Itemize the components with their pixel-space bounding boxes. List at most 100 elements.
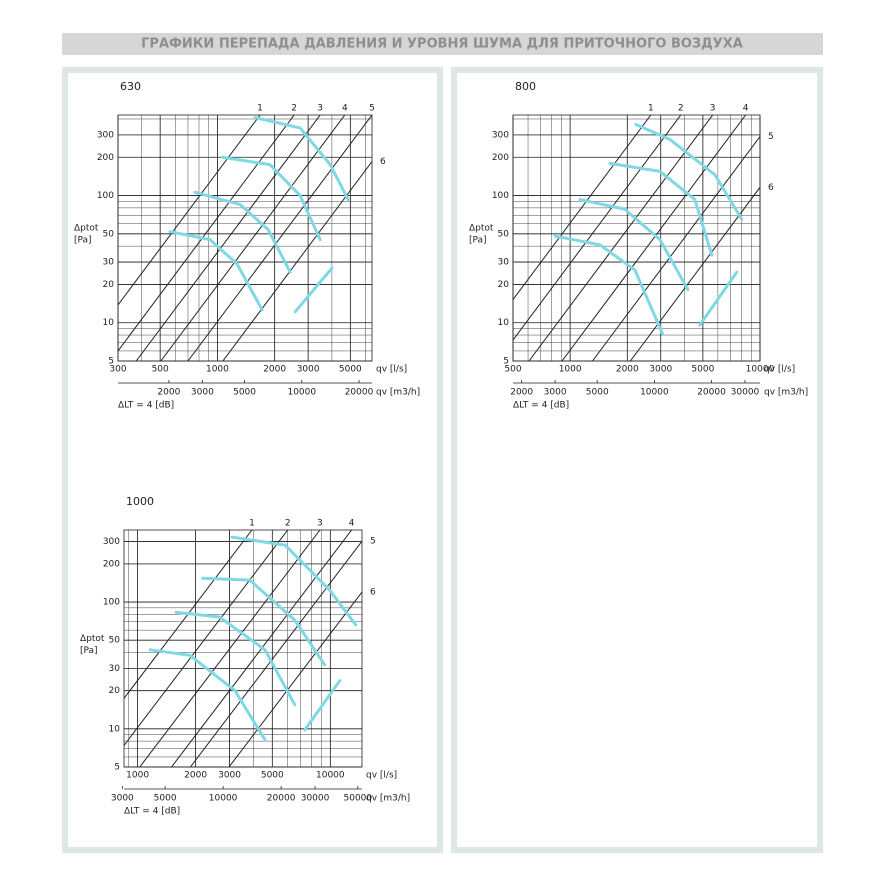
x-tick-label: 5000 <box>339 365 362 375</box>
panel-right <box>451 67 823 853</box>
line-label: 3 <box>317 519 323 529</box>
x-tick-label: 500 <box>504 365 521 375</box>
fan-curve <box>230 535 358 627</box>
y-tick-label: 20 <box>109 686 121 696</box>
fan-curve <box>634 123 744 221</box>
y-tick-label: 30 <box>103 258 115 268</box>
y-tick-label: 200 <box>97 153 114 163</box>
x-tick-label: 1000 <box>559 365 582 375</box>
x2-tick-label: 2000 <box>510 388 533 398</box>
x2-tick-label: 3000 <box>111 794 134 804</box>
fan-curve <box>553 234 665 336</box>
fan-curve <box>168 230 264 312</box>
x2-tick-label: 30000 <box>301 794 330 804</box>
line-label: 2 <box>678 104 684 114</box>
system-line <box>135 115 321 361</box>
fan-curve <box>193 190 292 274</box>
chart-title: 800 <box>515 80 536 93</box>
fan-curve <box>303 679 342 732</box>
x-tick-label: 2000 <box>184 771 207 781</box>
header-bar <box>62 33 823 55</box>
y-tick-label: 100 <box>97 191 114 201</box>
y-tick-label: 30 <box>498 258 510 268</box>
note: ΔLT = 4 [dB] <box>513 401 569 411</box>
fan-curve <box>220 155 322 242</box>
x2-tick-label: 10000 <box>209 794 238 804</box>
y-tick-label: 200 <box>492 153 509 163</box>
header-title: ГРАФИКИ ПЕРЕПАДА ДАВЛЕНИЯ И УРОВНЯ ШУМА … <box>141 37 743 52</box>
y-tick-label: 5 <box>503 357 509 367</box>
y-tick-label: 10 <box>109 724 121 734</box>
line-label: 5 <box>369 104 375 114</box>
fan-curve <box>293 266 334 314</box>
x-tick-label: 3000 <box>218 771 241 781</box>
note: ΔLT = 4 [dB] <box>124 807 180 817</box>
line-label: 6 <box>370 588 376 598</box>
x-tick-label: 300 <box>109 365 126 375</box>
y-tick-label: 50 <box>498 229 510 239</box>
fan-curve <box>578 198 690 292</box>
fan-curve <box>174 610 297 707</box>
x2-axis-label: qv [m3/h] <box>366 794 410 804</box>
y-tick-label: 20 <box>498 280 510 290</box>
x-axis-label: qv [l/s] <box>366 771 397 781</box>
line-label: 5 <box>370 537 376 547</box>
note: ΔLT = 4 [dB] <box>118 401 174 411</box>
x-tick-label: 10000 <box>746 365 775 375</box>
x2-tick-label: 2000 <box>157 388 180 398</box>
x-tick-label: 2000 <box>616 365 639 375</box>
x2-tick-label: 5000 <box>586 388 609 398</box>
system-line <box>187 115 372 361</box>
fan-curve <box>608 161 714 257</box>
system-line <box>528 115 714 361</box>
chart-title: 630 <box>120 80 141 93</box>
x2-tick-label: 20000 <box>697 388 726 398</box>
x2-tick-label: 10000 <box>287 388 316 398</box>
y-axis-label: Δptot <box>74 224 99 234</box>
x2-tick-label: 3000 <box>191 388 214 398</box>
y-tick-label: 5 <box>114 763 120 773</box>
line-label: 4 <box>743 104 749 114</box>
line-label: 6 <box>380 157 386 167</box>
y-axis-unit: [Pa] <box>80 646 98 656</box>
y-axis-unit: [Pa] <box>74 236 92 246</box>
y-tick-label: 30 <box>109 664 121 674</box>
line-label: 1 <box>249 519 255 529</box>
y-axis-label: Δptot <box>469 224 494 234</box>
x-tick-label: 10000 <box>316 771 345 781</box>
system-line <box>139 530 321 767</box>
line-label: 4 <box>349 519 355 529</box>
x2-tick-label: 50000 <box>344 794 373 804</box>
x-tick-label: 5000 <box>261 771 284 781</box>
line-label: 2 <box>285 519 291 529</box>
y-tick-label: 20 <box>103 280 115 290</box>
x2-tick-label: 5000 <box>154 794 177 804</box>
x-tick-label: 5000 <box>691 365 714 375</box>
system-line <box>561 115 747 361</box>
y-tick-label: 200 <box>103 559 120 569</box>
system-line <box>513 115 682 341</box>
x2-axis-label: qv [m3/h] <box>376 388 420 398</box>
line-label: 5 <box>768 132 774 142</box>
x-tick-label: 1000 <box>126 771 149 781</box>
line-label: 2 <box>291 104 297 114</box>
system-line <box>189 540 362 767</box>
y-tick-label: 50 <box>109 636 121 646</box>
x-tick-label: 500 <box>152 365 169 375</box>
x2-tick-label: 10000 <box>640 388 669 398</box>
system-line <box>118 115 295 352</box>
y-tick-label: 100 <box>103 598 120 608</box>
line-label: 6 <box>768 183 774 193</box>
fan-curve <box>201 576 327 667</box>
system-line <box>160 115 346 361</box>
panel-left <box>62 67 443 853</box>
y-tick-label: 300 <box>103 537 120 547</box>
y-tick-label: 50 <box>103 229 115 239</box>
system-line <box>228 591 362 767</box>
x2-tick-label: 20000 <box>267 794 296 804</box>
chart-title: 1000 <box>126 495 154 508</box>
line-label: 3 <box>710 104 716 114</box>
line-label: 1 <box>257 104 263 114</box>
line-label: 4 <box>342 104 348 114</box>
x2-axis-label: qv [m3/h] <box>764 388 808 398</box>
